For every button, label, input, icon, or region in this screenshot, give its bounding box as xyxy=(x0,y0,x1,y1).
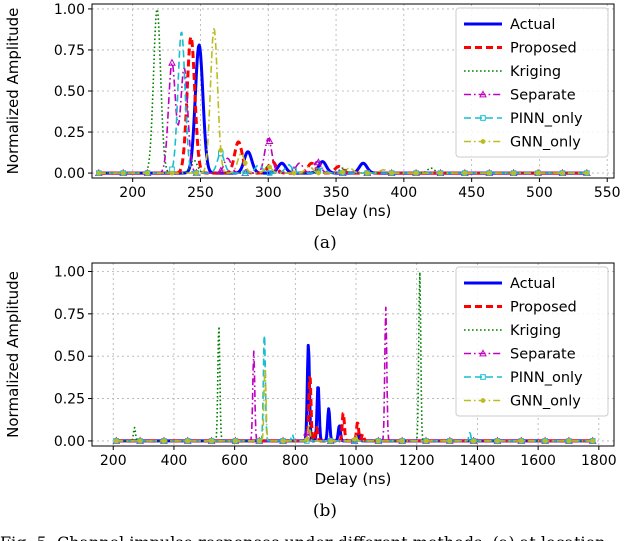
x-tick-label: 1800 xyxy=(581,453,617,469)
x-tick-label: 1600 xyxy=(520,453,556,469)
chart-panel-a: 200 250 300 350 400 450 500 550 0.00 0.25 0.50 0.75… xyxy=(4,2,621,253)
x-tick-label: 200 xyxy=(100,453,127,469)
series-group xyxy=(112,271,597,444)
figure-caption: Fig. 5. Channel impulse responses under … xyxy=(0,533,606,541)
legend-label-kriging: Kriging xyxy=(510,323,561,339)
axes-frame xyxy=(91,262,615,447)
y-tick-label: 1.00 xyxy=(54,2,85,18)
chart-panel-b: 200 400 600 800 1000 1200 1400 1600 1800 0.00 0.25… xyxy=(4,262,617,521)
x-tick-label: 600 xyxy=(221,453,248,469)
y-tick-label: 0.25 xyxy=(54,392,85,408)
y-tick-label: 0.50 xyxy=(54,84,85,100)
legend-label-separate: Separate xyxy=(510,88,576,104)
series-line-separate xyxy=(98,62,587,174)
x-tick-label: 400 xyxy=(161,453,188,469)
legend-label-pinn_only: PINN_only xyxy=(510,370,583,386)
legend: Actual Proposed Kriging Separate PINN_only GN… xyxy=(455,7,609,158)
x-tick-label: 550 xyxy=(594,185,621,201)
legend-label-kriging: Kriging xyxy=(510,64,561,80)
x-tick-label: 500 xyxy=(526,185,553,201)
legend-label-pinn_only: PINN_only xyxy=(510,111,583,127)
legend-box xyxy=(455,7,609,158)
legend-label-proposed: Proposed xyxy=(510,300,577,316)
panel-caption: (b) xyxy=(313,501,337,521)
legend-label-proposed: Proposed xyxy=(510,41,577,57)
x-tick-label: 1000 xyxy=(338,453,374,469)
y-tick-label: 0.75 xyxy=(54,43,85,59)
x-axis-label: Delay (ns) xyxy=(315,470,392,488)
x-tick-label: 250 xyxy=(187,185,214,201)
y-tick-label: 0.25 xyxy=(54,125,85,141)
legend-label-separate: Separate xyxy=(510,347,576,363)
legend-label-actual: Actual xyxy=(510,276,555,292)
x-tick-label: 400 xyxy=(390,185,417,201)
y-tick-label: 1.00 xyxy=(54,264,85,280)
legend-box xyxy=(455,266,609,417)
x-tick-label: 1400 xyxy=(460,453,496,469)
legend-label-actual: Actual xyxy=(510,17,555,33)
x-tick-label: 200 xyxy=(119,185,146,201)
series-markers-gnn_only xyxy=(96,147,590,176)
y-tick-label: 0.50 xyxy=(54,349,85,365)
x-tick-label: 300 xyxy=(255,185,282,201)
x-tick-label: 450 xyxy=(458,185,485,201)
legend: Actual Proposed Kriging Separate PINN_only GN… xyxy=(455,266,609,417)
y-tick-label: 0.75 xyxy=(54,307,85,323)
x-tick-label: 1200 xyxy=(399,453,435,469)
panel-caption: (a) xyxy=(313,233,336,253)
y-axis-label: Normalized Amplitude xyxy=(4,271,22,438)
x-tick-label: 800 xyxy=(282,453,309,469)
y-tick-label: 0.00 xyxy=(54,166,85,182)
legend-label-gnn_only: GNN_only xyxy=(510,394,581,410)
y-tick-label: 0.00 xyxy=(54,434,85,450)
x-tick-label: 350 xyxy=(323,185,350,201)
series-line-kriging xyxy=(98,8,587,174)
series-group xyxy=(94,8,591,176)
series-markers-gnn_only xyxy=(113,436,596,444)
series-line-proposed xyxy=(97,35,588,175)
x-axis-label: Delay (ns) xyxy=(315,202,392,220)
legend-label-gnn_only: GNN_only xyxy=(510,135,581,151)
y-axis-label: Normalized Amplitude xyxy=(4,8,22,175)
